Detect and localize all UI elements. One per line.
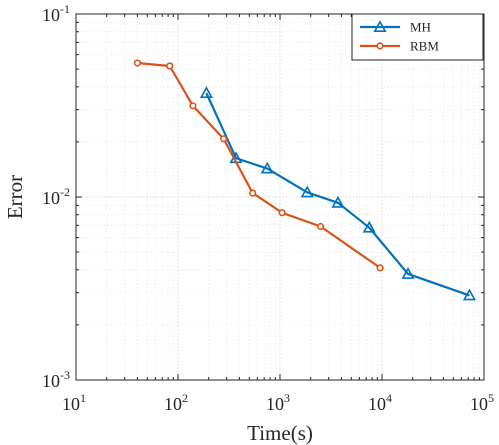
y-tick-label: 10-3 [42,368,70,391]
axis-ticks: 101 102 103 104 105 10-3 10-2 10-1 [42,2,494,414]
legend: MH RBM [351,13,484,61]
data-point-mh [331,195,345,208]
y-tick-label: 10-2 [42,185,70,208]
legend-label-rbm: RBM [410,39,439,54]
y-axis-title: Error [3,175,27,219]
series-line-mh [205,92,470,297]
data-point-rbm [220,135,228,143]
data-point-rbm [249,189,257,197]
data-point-rbm [278,209,286,217]
data-point-mh [300,185,314,198]
data-point-rbm [376,264,384,272]
legend-label-mh: MH [410,20,431,35]
x-tick-label: 101 [62,391,86,414]
data-point-rbm [189,102,197,110]
legend-box [351,13,484,61]
legend-marker-mh [373,20,387,32]
series-rbm [133,59,384,272]
legend-marker-rbm [376,42,384,50]
x-tick-label: 103 [266,391,290,414]
data-point-rbm [316,222,325,231]
data-point-mh [260,161,274,174]
data-point-rbm [133,59,142,67]
data-point-rbm [166,62,174,70]
series-layer [133,59,477,301]
data-point-mh [462,288,477,301]
x-tick-label: 102 [164,391,188,414]
data-point-mh [401,267,415,279]
series-line-rbm [137,61,381,269]
data-point-mh [362,220,376,233]
x-tick-label: 105 [470,391,494,414]
x-axis-title: Time(s) [247,421,313,445]
y-tick-label: 10-1 [42,2,70,25]
data-point-mh [199,86,213,98]
x-tick-label: 104 [368,391,392,414]
